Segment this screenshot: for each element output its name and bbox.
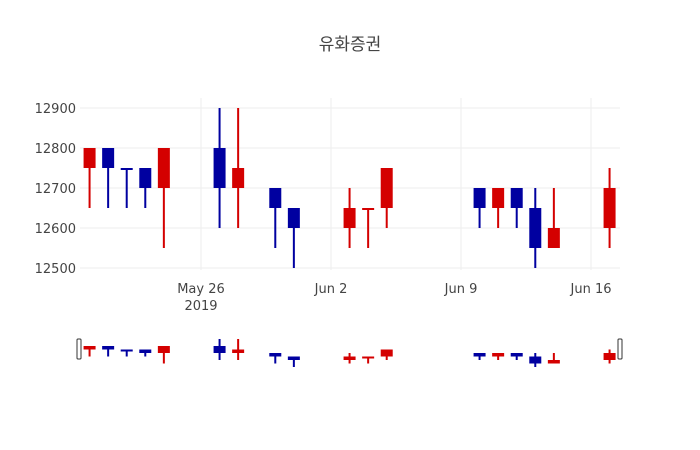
- candle[interactable]: [529, 356, 542, 364]
- candle[interactable]: [547, 360, 560, 364]
- candle[interactable]: [287, 356, 300, 361]
- candle[interactable]: [139, 349, 152, 354]
- candle[interactable]: [102, 346, 115, 350]
- candle[interactable]: [269, 353, 282, 357]
- candle[interactable]: [529, 208, 542, 248]
- x-tick-label: Jun 16: [570, 282, 612, 297]
- y-tick-label: 12800: [35, 142, 76, 157]
- candle[interactable]: [362, 208, 375, 210]
- candle[interactable]: [473, 353, 486, 357]
- candle[interactable]: [120, 349, 133, 352]
- y-tick-label: 12600: [35, 222, 76, 237]
- candle[interactable]: [547, 228, 560, 248]
- candle[interactable]: [510, 353, 523, 357]
- candle[interactable]: [232, 168, 245, 188]
- candle[interactable]: [102, 148, 115, 168]
- candle[interactable]: [492, 353, 505, 357]
- candles[interactable]: [83, 108, 616, 268]
- y-tick-label: 12900: [35, 102, 76, 117]
- candle[interactable]: [380, 349, 393, 357]
- candle[interactable]: [287, 208, 300, 228]
- candle[interactable]: [343, 356, 356, 361]
- range-slider[interactable]: [76, 338, 623, 367]
- candle[interactable]: [213, 148, 226, 188]
- chart-title: 유화증권: [318, 35, 382, 55]
- candle[interactable]: [139, 168, 152, 188]
- candle[interactable]: [269, 188, 282, 208]
- x-tick-label: Jun 9: [444, 282, 478, 297]
- candle[interactable]: [473, 188, 486, 208]
- candle[interactable]: [157, 148, 170, 188]
- x-tick-year: 2019: [184, 299, 217, 314]
- candle[interactable]: [603, 188, 616, 228]
- x-tick-label: May 26: [177, 282, 225, 297]
- x-tick-label: Jun 2: [314, 282, 348, 297]
- range-slider-right-handle[interactable]: [617, 338, 623, 360]
- y-tick-label: 12500: [35, 262, 76, 277]
- candle[interactable]: [83, 148, 96, 168]
- candle[interactable]: [213, 346, 226, 353]
- candle[interactable]: [603, 353, 616, 360]
- candle[interactable]: [157, 346, 170, 353]
- candle[interactable]: [380, 168, 393, 208]
- candle[interactable]: [510, 188, 523, 208]
- candle[interactable]: [232, 349, 245, 354]
- candle[interactable]: [492, 188, 505, 208]
- candle[interactable]: [120, 168, 133, 170]
- candle[interactable]: [362, 356, 375, 359]
- candle[interactable]: [343, 208, 356, 228]
- candle[interactable]: [83, 346, 96, 350]
- y-tick-label: 12700: [35, 182, 76, 197]
- range-slider-left-handle[interactable]: [76, 338, 82, 360]
